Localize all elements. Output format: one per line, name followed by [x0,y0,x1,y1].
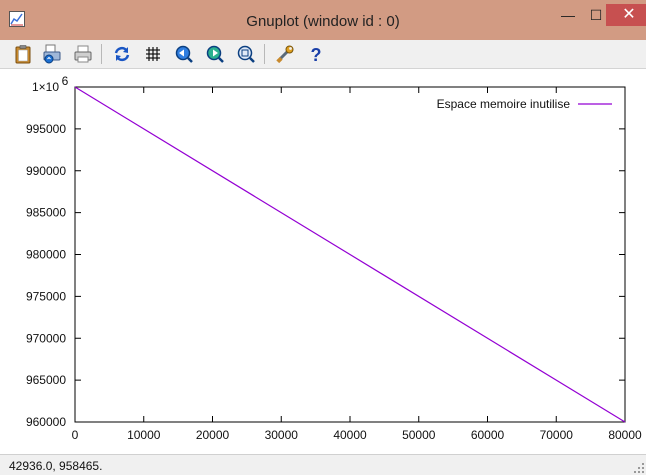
grid-icon [146,47,160,61]
zoom-next-icon [206,45,224,63]
zoom-autoscale-icon [237,45,255,63]
replot-button[interactable] [111,43,133,65]
window-title: Gnuplot (window id : 0) [246,13,400,30]
clipboard-icon [15,45,31,64]
x-tick-label: 30000 [265,428,299,442]
zoom-previous-icon [175,45,193,63]
series-line [74,86,626,423]
y-tick-label: 970000 [26,331,66,345]
x-tick-label: 10000 [127,428,161,442]
x-tick-label: 70000 [540,428,574,442]
legend-label: Espace memoire inutilise [437,97,571,111]
close-button[interactable]: ✕ [606,4,646,26]
printer-setup-icon [43,44,61,64]
autoscale-button[interactable] [235,43,257,65]
toolbar: ? [0,40,646,69]
resize-grip-icon[interactable] [634,463,644,473]
status-bar: 42936.0, 958465. [0,454,646,475]
y-tick-label: 990000 [26,164,66,178]
y-tick-exponent: 6 [62,74,69,88]
print-setup-button[interactable] [41,43,63,65]
line-chart: 0 10000 20000 30000 40000 50000 60000 70000 8000… [26,74,642,442]
x-tick-label: 40000 [333,428,367,442]
grid-button[interactable] [142,43,164,65]
x-tick-label: 50000 [402,428,436,442]
maximize-button[interactable]: ☐ [589,7,603,23]
options-button[interactable] [274,43,296,65]
y-tick-label: 1×10 [32,80,59,94]
wrench-icon [276,45,294,64]
svg-text:?: ? [311,45,322,65]
cursor-coordinates: 42936.0, 958465. [9,459,103,473]
minimize-button[interactable]: — [561,7,575,23]
help-button[interactable]: ? [305,43,327,65]
y-tick-label: 965000 [26,373,66,387]
y-tick-label: 995000 [26,122,66,136]
gnuplot-app-icon[interactable] [9,11,25,27]
title-bar[interactable]: Gnuplot (window id : 0) — ☐ ✕ [0,0,646,40]
printer-icon [74,45,92,63]
x-tick-label: 60000 [471,428,505,442]
plot-canvas[interactable]: 0 10000 20000 30000 40000 50000 60000 70000 8000… [0,69,646,454]
previous-zoom-button[interactable] [173,43,195,65]
next-zoom-button[interactable] [204,43,226,65]
x-tick-label: 80000 [608,428,642,442]
y-tick-label: 980000 [26,248,66,262]
x-tick-label: 20000 [196,428,230,442]
y-tick-label: 975000 [26,289,66,303]
y-tick-label: 960000 [26,415,66,429]
toolbar-separator [101,44,102,64]
plot-frame [74,86,626,423]
y-tick-label: 985000 [26,206,66,220]
refresh-icon [114,46,130,62]
x-tick-label: 0 [72,428,79,442]
help-icon: ? [311,45,322,65]
copy-to-clipboard-button[interactable] [12,43,34,65]
toolbar-separator [264,44,265,64]
print-button[interactable] [72,43,94,65]
